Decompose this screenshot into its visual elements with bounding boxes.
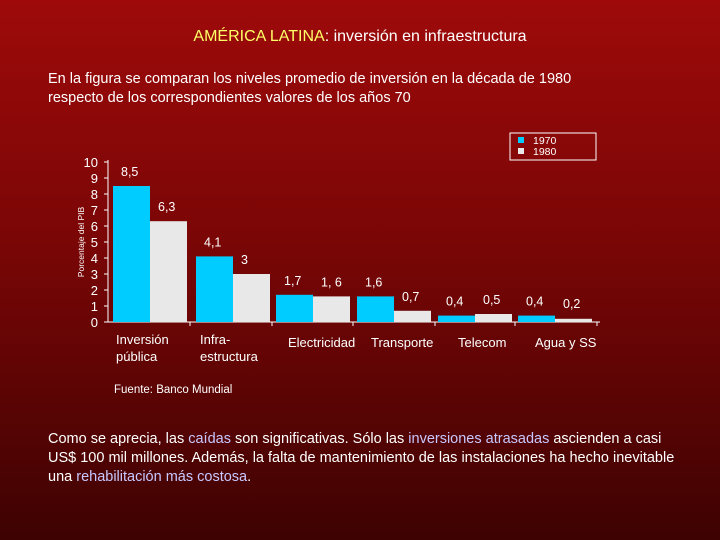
- value-label-1980-4: 0,5: [483, 293, 500, 307]
- title-accent: AMÉRICA LATINA: [193, 28, 325, 45]
- category-label-0-line2: pública: [116, 349, 158, 364]
- legend-swatch-1980: [518, 148, 524, 154]
- title-rest: : inversión en infraestructura: [324, 28, 527, 45]
- y-tick-label: 10: [84, 155, 98, 170]
- intro-text: En la figura se comparan los niveles pro…: [48, 70, 688, 108]
- y-tick-label: 7: [91, 203, 98, 218]
- highlight-rehabilitacion: rehabilitación más costosa: [76, 469, 248, 485]
- y-tick-label: 4: [91, 251, 98, 266]
- intro-line-2: respecto de los correspondientes valores…: [48, 90, 411, 106]
- value-label-1970-5: 0,4: [526, 295, 543, 309]
- source-note: Fuente: Banco Mundial: [114, 384, 233, 396]
- highlight-inversiones: inversiones atrasadas: [408, 431, 550, 447]
- conclusion-text: Como se aprecia, las caídas son signific…: [48, 430, 688, 487]
- slide-title: AMÉRICA LATINA: inversión en infraestruc…: [0, 28, 720, 46]
- value-label-1970-3: 1,6: [365, 275, 382, 289]
- highlight-caidas: caídas: [188, 431, 231, 447]
- category-label-1-line2: estructura: [200, 349, 259, 364]
- bar-1970-4: [438, 315, 475, 322]
- y-tick-label: 2: [91, 283, 98, 298]
- bar-1970-0: [113, 186, 150, 322]
- value-label-1980-3: 0,7: [402, 290, 419, 304]
- conclusion-part-3: ascienden a casi US$ 100 mil millones. A…: [48, 431, 675, 485]
- legend-label-1980: 1980: [533, 146, 557, 158]
- y-tick-label: 6: [91, 219, 98, 234]
- bar-1980-1: [233, 274, 270, 322]
- category-label-4: Telecom: [458, 335, 506, 350]
- value-label-1980-1: 3: [241, 253, 248, 267]
- y-tick-label: 3: [91, 267, 98, 282]
- bar-1970-3: [357, 296, 394, 322]
- bar-1980-2: [313, 296, 350, 322]
- y-tick-label: 5: [91, 235, 98, 250]
- conclusion-part-4: .: [247, 469, 252, 485]
- legend-label-1970: 1970: [533, 135, 557, 147]
- legend-swatch-1970: [518, 137, 524, 143]
- value-label-1970-0: 8,5: [121, 165, 138, 179]
- bar-1970-1: [196, 256, 233, 322]
- bar-1980-3: [394, 310, 431, 322]
- value-label-1980-0: 6,3: [158, 200, 175, 214]
- y-tick-label: 9: [91, 171, 98, 186]
- bar-1970-2: [276, 294, 313, 322]
- y-tick-label: 8: [91, 187, 98, 202]
- value-label-1970-1: 4,1: [204, 235, 221, 249]
- bar-1980-4: [475, 314, 512, 322]
- y-tick-label: 1: [91, 299, 98, 314]
- conclusion-part-1: Como se aprecia, las: [48, 431, 189, 447]
- y-tick-label: 0: [91, 315, 98, 330]
- conclusion-part-2: son significativas. Sólo las: [230, 431, 409, 447]
- intro-line-1: En la figura se comparan los niveles pro…: [48, 71, 572, 87]
- value-label-1980-5: 0,2: [563, 297, 580, 311]
- value-label-1970-4: 0,4: [446, 295, 463, 309]
- value-label-1980-2: 1, 6: [321, 275, 342, 289]
- bar-1980-5: [555, 318, 592, 322]
- category-label-5: Agua y SS: [535, 335, 597, 350]
- y-axis-label: Porcentaje del PIB: [76, 206, 86, 277]
- bar-1980-0: [150, 221, 187, 322]
- value-label-1970-2: 1,7: [284, 274, 301, 288]
- legend-box: [509, 132, 597, 161]
- category-label-1: Infra-: [200, 332, 230, 347]
- category-label-3: Transporte: [371, 335, 433, 350]
- category-label-0: Inversión: [116, 332, 169, 347]
- bar-1970-5: [518, 315, 555, 322]
- category-label-2: Electricidad: [288, 335, 355, 350]
